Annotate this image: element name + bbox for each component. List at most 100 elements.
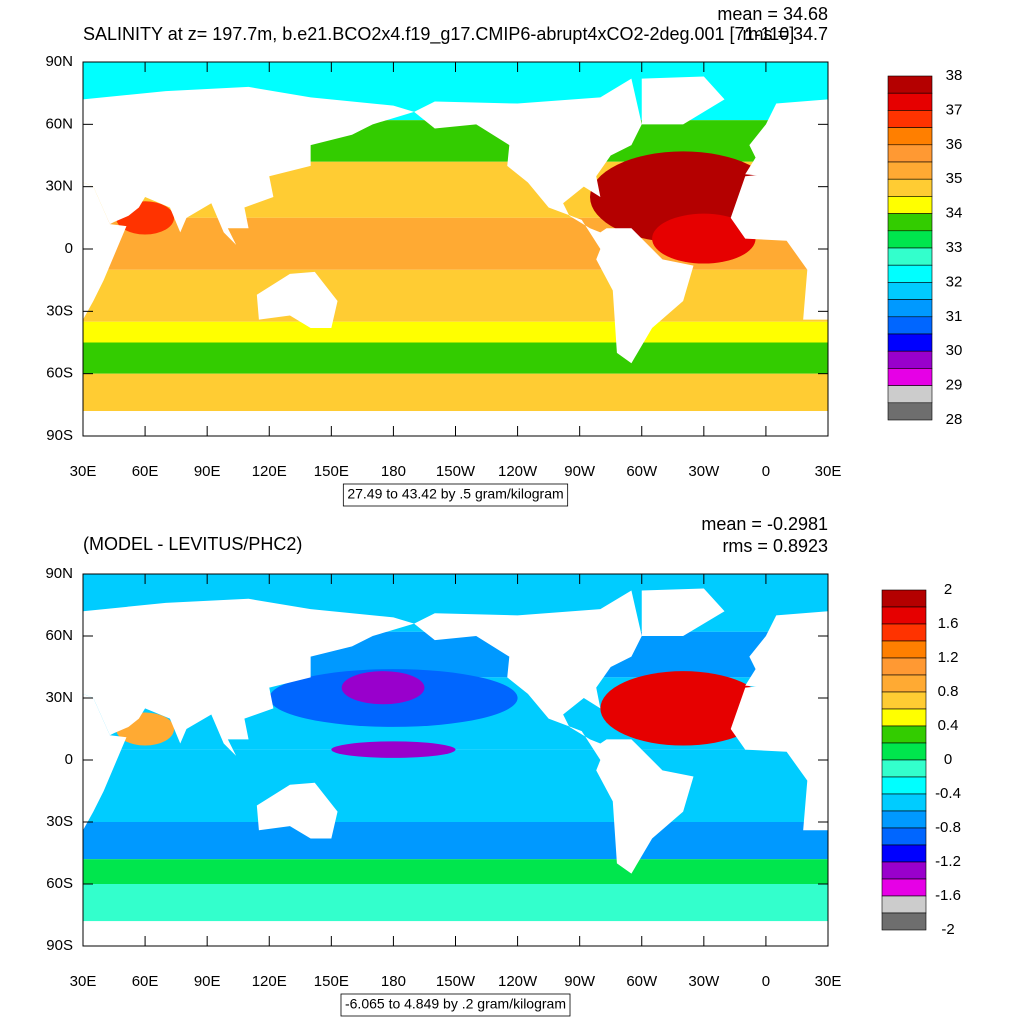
lat-label: 30S: [46, 813, 73, 830]
field-band: [83, 321, 828, 343]
colorbar-box: [881, 776, 927, 795]
colorbar-label: 0: [944, 751, 952, 768]
lon-label: 0: [762, 973, 770, 990]
colorbar-box: [887, 264, 933, 283]
mean-label: mean = 34.68: [717, 4, 828, 24]
rms-label: rms = 0.8923: [722, 536, 828, 556]
lon-label: 150E: [314, 973, 349, 990]
lat-label: 60N: [45, 115, 73, 132]
field-band: [83, 859, 828, 884]
field-blob: [341, 671, 425, 705]
colorbar-box: [887, 247, 933, 266]
colorbar-label: 37: [946, 101, 963, 118]
lat-label: 90N: [45, 53, 73, 70]
colorbar-box: [887, 75, 933, 94]
colorbar-box: [887, 368, 933, 386]
range-box: [340, 993, 571, 1017]
colorbar-box: [887, 196, 933, 214]
colorbar-box: [887, 178, 933, 197]
map: [82, 61, 829, 437]
lat-label: 0: [65, 240, 73, 257]
lon-label: 150W: [436, 973, 476, 990]
colorbar-label: 32: [946, 273, 963, 290]
lon-label: 120E: [252, 463, 287, 480]
field-band: [83, 269, 828, 322]
land: [745, 611, 828, 694]
lon-label: 90E: [194, 973, 221, 990]
colorbar-box: [887, 385, 933, 404]
colorbar-box: [881, 912, 927, 931]
land: [730, 172, 828, 320]
land: [256, 271, 338, 328]
lon-label: 0: [762, 463, 770, 480]
colorbar-box: [881, 640, 927, 659]
colorbar-box: [881, 691, 927, 710]
field-band: [83, 749, 828, 822]
colorbar-label: 38: [946, 67, 963, 84]
field-blob: [600, 671, 766, 746]
field-band: [83, 373, 828, 412]
colorbar-box: [881, 844, 927, 863]
lon-label: 30W: [688, 463, 720, 480]
land: [83, 598, 415, 756]
colorbar-label: -2: [941, 921, 954, 938]
colorbar-box: [881, 708, 927, 727]
colorbar-box: [881, 861, 927, 880]
lon-label: 30E: [70, 463, 97, 480]
colorbar-label: 2: [944, 581, 952, 598]
land: [83, 693, 127, 831]
land: [641, 76, 725, 125]
lon-label: 120E: [252, 973, 287, 990]
lon-label: 60E: [132, 973, 159, 990]
lat-label: 30N: [45, 689, 73, 706]
colorbar-box: [881, 827, 927, 846]
lon-label: 30E: [815, 973, 842, 990]
lon-label: 120W: [498, 973, 538, 990]
lon-label: 60E: [132, 463, 159, 480]
lat-label: 60S: [46, 365, 73, 382]
lon-label: 150E: [314, 463, 349, 480]
lon-label: 180: [381, 973, 406, 990]
lon-label: 60W: [626, 463, 658, 480]
colorbar-box: [887, 144, 933, 163]
colorbar-box: [887, 213, 933, 232]
field-band: [83, 342, 828, 374]
lat-label: 90S: [46, 427, 73, 444]
range-box: [342, 483, 569, 507]
colorbar-box: [881, 725, 927, 744]
lat-label: 60N: [45, 627, 73, 644]
land: [641, 588, 725, 636]
colorbar-label: 28: [946, 411, 963, 428]
colorbar-label: 33: [946, 239, 963, 256]
lat-label: 60S: [46, 875, 73, 892]
lon-label: 120W: [498, 463, 538, 480]
lat-label: 90S: [46, 937, 73, 954]
lat-label: 0: [65, 751, 73, 768]
land: [414, 78, 694, 364]
colorbar-box: [881, 606, 927, 625]
colorbar-label: -0.4: [935, 785, 961, 802]
colorbar-box: [887, 230, 933, 249]
lat-label: 30N: [45, 178, 73, 195]
lon-label: 60W: [626, 973, 658, 990]
lat-label: 30S: [46, 302, 73, 319]
colorbar-box: [881, 895, 927, 914]
colorbar-label: -1.6: [935, 887, 961, 904]
field-band: [83, 822, 828, 860]
rms-label: rms = 34.7: [742, 24, 828, 44]
colorbar-box: [887, 110, 933, 128]
colorbar-box: [881, 759, 927, 778]
colorbar-label: -1.2: [935, 853, 961, 870]
colorbar-box: [887, 299, 933, 318]
colorbar-label: 35: [946, 170, 963, 187]
land: [745, 99, 828, 183]
lat-label: 90N: [45, 565, 73, 582]
colorbar-label: 30: [946, 342, 963, 359]
panel-title: SALINITY at z= 197.7m, b.e21.BCO2x4.f19_…: [83, 24, 794, 45]
range-label: 27.49 to 43.42 by .5 gram/kilogram: [347, 486, 563, 502]
land: [256, 782, 338, 839]
colorbar-box: [881, 810, 927, 829]
colorbar-box: [887, 127, 933, 146]
colorbar-box: [887, 316, 933, 335]
